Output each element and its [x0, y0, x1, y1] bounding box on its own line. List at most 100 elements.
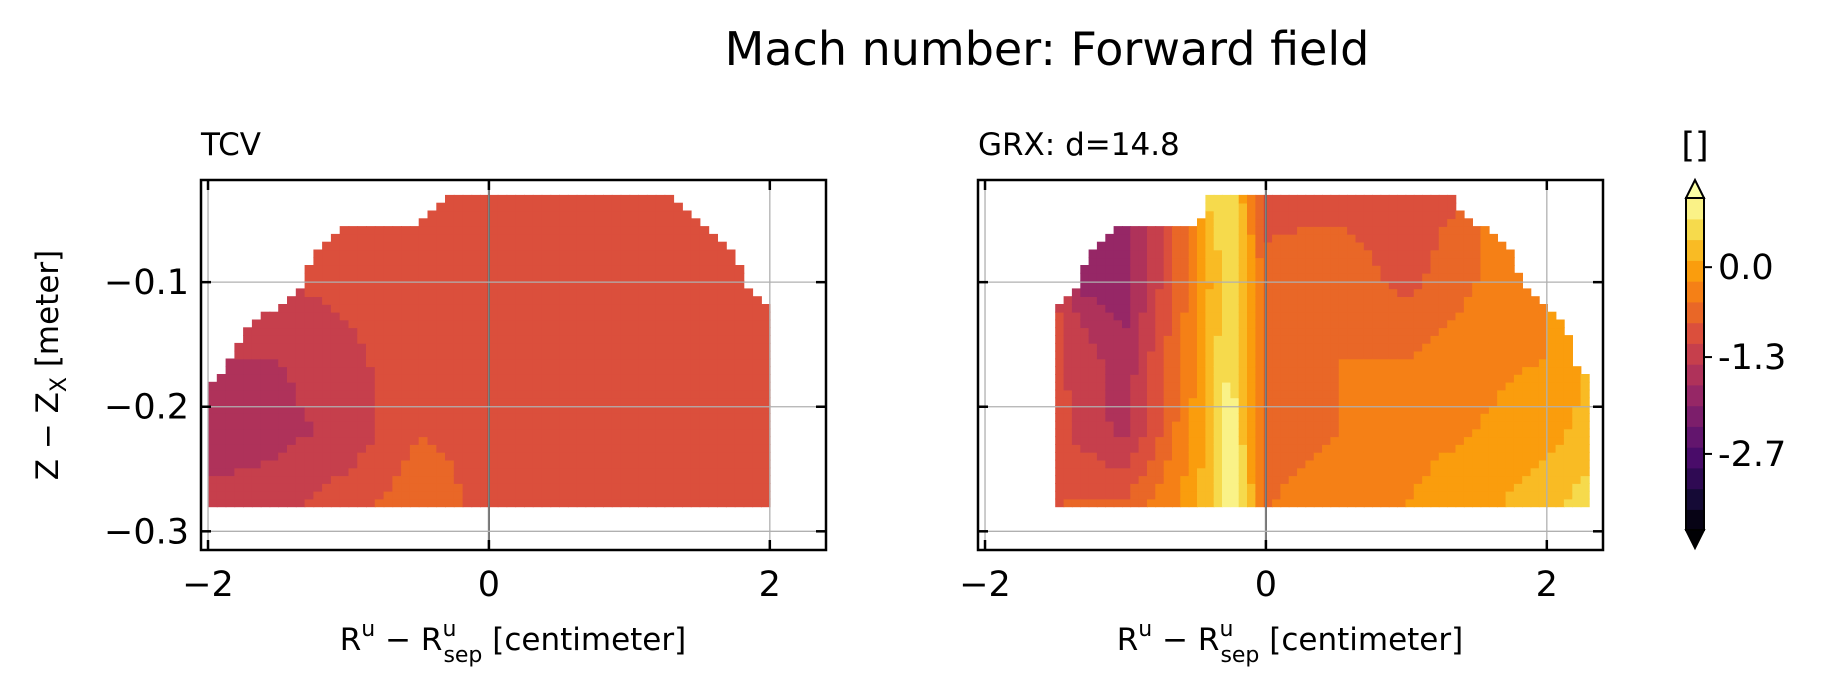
field-cell	[1230, 389, 1240, 399]
field-cell	[567, 272, 578, 282]
field-cell	[480, 350, 490, 360]
field-cell	[462, 366, 473, 375]
field-cell	[234, 405, 244, 414]
field-cell	[1572, 436, 1582, 445]
field-cell	[383, 389, 394, 399]
field-cell	[1272, 249, 1282, 259]
field-cell	[1172, 467, 1182, 477]
field-cell	[550, 428, 560, 438]
field-cell	[1372, 288, 1382, 297]
field-cell	[620, 389, 631, 399]
field-cell	[1572, 366, 1582, 375]
field-cell	[506, 358, 517, 368]
field-cell	[524, 311, 534, 321]
field-cell	[532, 304, 543, 313]
field-cell	[1405, 459, 1415, 469]
field-cell	[1388, 265, 1398, 274]
field-cell	[620, 436, 631, 445]
field-cell	[1338, 420, 1348, 430]
field-cell	[541, 475, 552, 484]
field-cell	[366, 483, 376, 492]
field-cell	[550, 272, 560, 282]
field-cell	[1447, 233, 1457, 243]
field-cell	[585, 272, 596, 282]
field-cell	[313, 428, 323, 438]
field-cell	[260, 475, 271, 484]
field-cell	[313, 272, 323, 282]
field-cell	[1447, 218, 1457, 227]
field-cell	[638, 428, 648, 438]
field-cell	[524, 226, 534, 235]
field-cell	[1205, 405, 1215, 414]
field-cell	[445, 218, 455, 227]
field-cell	[1463, 311, 1473, 321]
field-cell	[348, 374, 359, 383]
field-cell	[1530, 444, 1540, 453]
field-cell	[1288, 350, 1298, 360]
field-cell	[348, 327, 359, 336]
field-cell	[646, 296, 657, 305]
field-cell	[1230, 358, 1240, 368]
field-cell	[1447, 327, 1457, 336]
field-cell	[1513, 467, 1523, 477]
field-cell	[664, 381, 675, 391]
field-cell	[1055, 350, 1065, 360]
field-cell	[743, 335, 754, 344]
field-cell	[664, 475, 675, 484]
field-cell	[1255, 335, 1265, 344]
field-cell	[603, 467, 613, 477]
field-cell	[1188, 436, 1198, 445]
field-cell	[532, 428, 543, 438]
field-cell	[1447, 265, 1457, 274]
field-cell	[383, 319, 394, 329]
field-cell	[1563, 397, 1573, 406]
field-cell	[673, 296, 683, 305]
field-cell	[1497, 296, 1507, 305]
field-cell	[664, 226, 675, 235]
field-cell	[1522, 420, 1532, 430]
field-cell	[427, 226, 438, 235]
field-cell	[1505, 498, 1515, 508]
field-cell	[585, 475, 596, 484]
field-cell	[1238, 218, 1248, 227]
field-cell	[1372, 413, 1382, 422]
field-cell	[436, 257, 446, 266]
field-cell	[1338, 257, 1348, 266]
field-cell	[462, 475, 473, 484]
field-cell	[409, 490, 420, 500]
field-cell	[629, 413, 639, 422]
field-cell	[752, 467, 762, 477]
field-cell	[471, 226, 481, 235]
field-cell	[366, 241, 376, 251]
field-cell	[1330, 249, 1340, 259]
field-cell	[436, 389, 446, 399]
field-cell	[497, 436, 508, 445]
field-cell	[708, 311, 718, 321]
field-cell	[664, 194, 675, 204]
field-cell	[646, 218, 657, 227]
field-cell	[488, 319, 499, 329]
field-cell	[488, 467, 499, 477]
field-cell	[453, 296, 464, 305]
field-cell	[234, 451, 244, 461]
field-cell	[1563, 350, 1573, 360]
field-cell	[1213, 257, 1223, 266]
field-cell	[725, 397, 736, 406]
field-cell	[1105, 350, 1115, 360]
field-cell	[1188, 475, 1198, 484]
field-cell	[497, 265, 508, 274]
field-cell	[567, 475, 578, 484]
field-cell	[1122, 241, 1132, 251]
field-cell	[436, 319, 446, 329]
field-cell	[1397, 304, 1407, 313]
field-cell	[1388, 374, 1398, 383]
field-cell	[313, 498, 323, 508]
field-cell	[1505, 436, 1515, 445]
field-cell	[392, 467, 402, 477]
field-cell	[1063, 420, 1073, 430]
field-cell	[1430, 233, 1440, 243]
field-cell	[374, 467, 385, 477]
field-cell	[436, 397, 446, 406]
field-cell	[690, 319, 701, 329]
field-cell	[673, 428, 683, 438]
